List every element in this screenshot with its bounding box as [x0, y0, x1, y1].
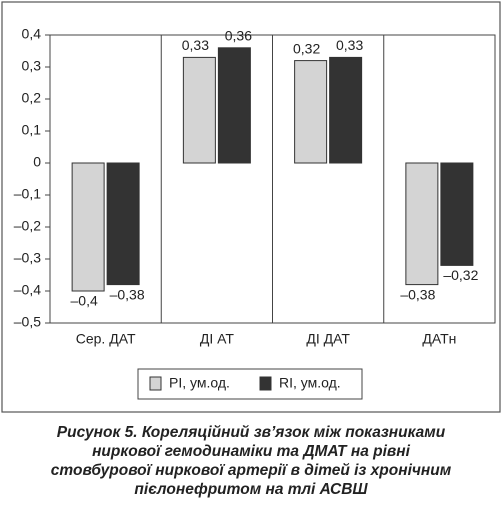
- value-label: –0,38: [400, 286, 435, 302]
- y-tick-label: –0,3: [14, 250, 41, 266]
- legend-label: RI, ум.од.: [279, 375, 341, 391]
- legend-swatch: [259, 376, 272, 391]
- y-tick-label: 0,3: [22, 58, 42, 74]
- figure-frame: [1, 1, 501, 413]
- y-tick-label: –0,4: [14, 282, 41, 298]
- bar: [440, 162, 474, 266]
- bar: [106, 162, 140, 286]
- bar: [294, 60, 328, 164]
- value-label: –0,38: [110, 286, 145, 302]
- y-tick-label: 0,2: [22, 90, 42, 106]
- value-label: 0,33: [336, 37, 363, 53]
- x-tick-label: ДАТн: [422, 331, 456, 347]
- value-label: 0,33: [182, 37, 209, 53]
- legend-box: [137, 368, 363, 400]
- x-tick-label: ДІ АТ: [200, 331, 235, 347]
- caption: пієлонефритом на тлі АСВШ: [134, 481, 368, 498]
- y-tick-label: –0,1: [14, 186, 41, 202]
- value-label: 0,32: [293, 40, 320, 56]
- caption: Рисунок 5. Кореляційний зв’язок між пока…: [57, 424, 446, 441]
- bar: [217, 47, 251, 164]
- caption: ниркової гемодинаміки та ДМАТ на рівні: [92, 443, 411, 460]
- value-label: –0,4: [71, 293, 98, 309]
- bar: [71, 162, 105, 292]
- y-tick-label: 0,4: [22, 26, 42, 42]
- bar: [405, 162, 439, 286]
- caption: стовбурової ниркової артерії в дітей із …: [51, 462, 452, 479]
- bar: [182, 56, 216, 164]
- legend-label: PI, ум.од.: [169, 375, 230, 391]
- legend-swatch: [149, 376, 162, 391]
- value-label: –0,32: [443, 267, 478, 283]
- y-tick-label: –0,2: [14, 218, 41, 234]
- y-tick-label: 0,1: [22, 122, 42, 138]
- x-tick-label: Сер. ДАТ: [76, 331, 136, 347]
- value-label: 0,36: [225, 28, 252, 44]
- y-tick-label: –0,5: [14, 314, 41, 330]
- bar: [329, 56, 363, 164]
- x-tick-label: ДІ ДАТ: [306, 331, 350, 347]
- y-tick-label: 0: [33, 154, 41, 170]
